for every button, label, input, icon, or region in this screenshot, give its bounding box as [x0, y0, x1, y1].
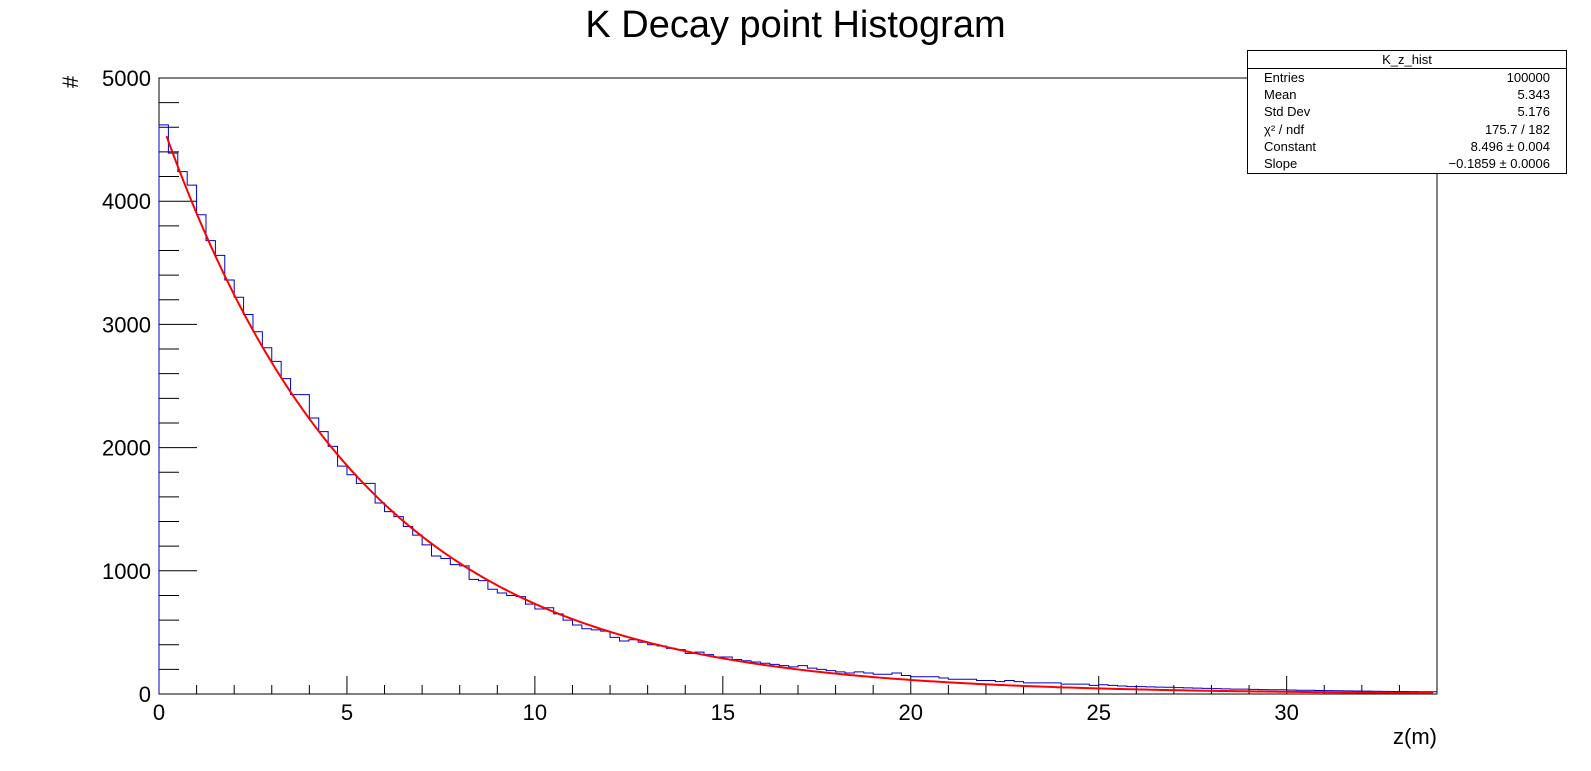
- stats-label: Entries: [1264, 70, 1305, 85]
- x-tick-label: 15: [711, 700, 735, 725]
- y-tick-label: 0: [139, 682, 151, 707]
- plot-frame: [158, 77, 1438, 695]
- stats-label: Mean: [1264, 87, 1297, 103]
- stats-label: Constant: [1264, 138, 1317, 154]
- y-tick-label: 1000: [102, 559, 151, 584]
- x-tick-label: 10: [523, 700, 547, 725]
- x-tick-label: 30: [1274, 700, 1298, 725]
- stats-row-mean: Mean 5.343: [1248, 86, 1566, 103]
- y-tick-label: 2000: [102, 436, 151, 461]
- stats-value: 175.7 / 182: [1484, 121, 1550, 137]
- x-tick-label: 25: [1086, 700, 1110, 725]
- stats-value: 5.343: [1517, 87, 1550, 103]
- stats-label: χ² / ndf: [1264, 121, 1305, 137]
- histogram-bars: [158, 124, 1438, 694]
- chart-title: K Decay point Histogram: [585, 4, 1006, 46]
- stats-label: Std Dev: [1264, 104, 1311, 120]
- y-axis-title: #: [58, 75, 83, 88]
- y-tick-label: 4000: [102, 189, 151, 214]
- stats-value: 100000: [1506, 70, 1550, 85]
- stats-row-entries: Entries 100000: [1248, 69, 1566, 86]
- stats-label: Slope: [1264, 155, 1298, 171]
- stats-box: K_z_hist Entries 100000 Mean 5.343 Std D…: [1247, 50, 1567, 174]
- stats-row-chi2: χ² / ndf 175.7 / 182: [1248, 121, 1566, 138]
- stats-row-constant: Constant 8.496 ± 0.004: [1248, 138, 1566, 155]
- x-tick-label: 20: [899, 700, 923, 725]
- stats-box-title: K_z_hist: [1248, 51, 1566, 69]
- y-tick-label: 5000: [102, 66, 151, 91]
- stats-row-stddev: Std Dev 5.176: [1248, 103, 1566, 120]
- y-tick-label: 3000: [102, 312, 151, 337]
- stats-value: 8.496 ± 0.004: [1470, 138, 1550, 154]
- x-axis-title: z(m): [1393, 724, 1437, 749]
- stats-value: 5.176: [1517, 104, 1550, 120]
- stats-row-slope: Slope −0.1859 ± 0.0006: [1248, 155, 1566, 172]
- x-tick-label: 0: [153, 700, 165, 725]
- fit-curve: [165, 135, 1434, 694]
- x-tick-label: 5: [341, 700, 353, 725]
- stats-value: −0.1859 ± 0.0006: [1448, 155, 1550, 171]
